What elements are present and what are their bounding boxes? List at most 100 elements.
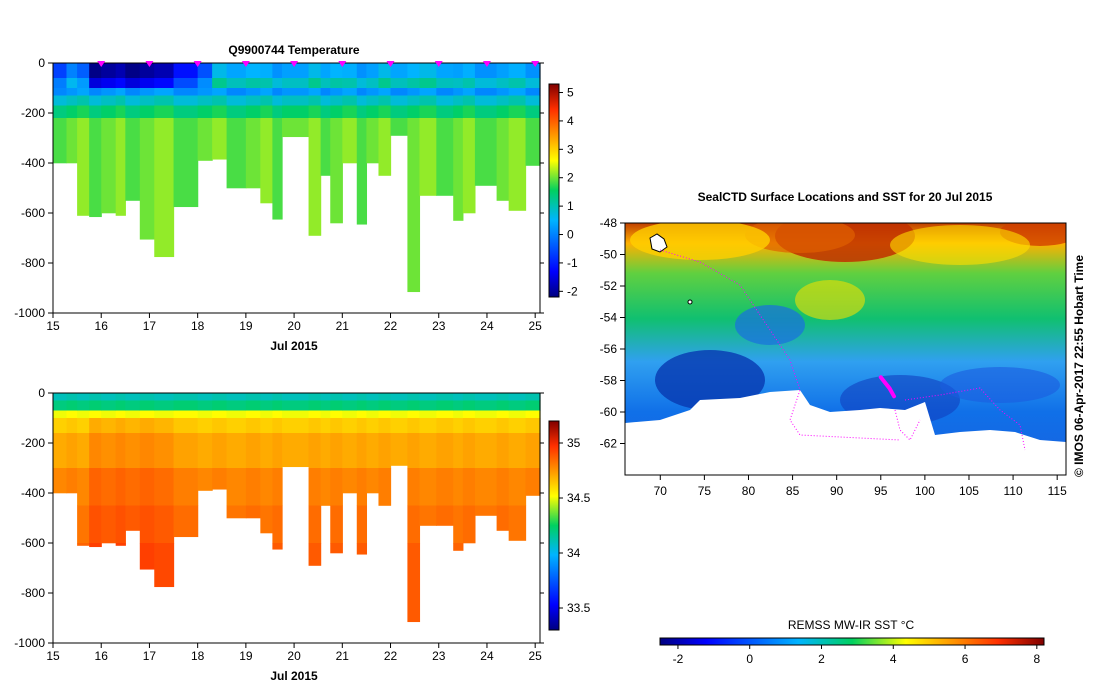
salinity-cell bbox=[53, 400, 68, 411]
temperature-cell bbox=[330, 105, 343, 119]
temperature-cell bbox=[342, 78, 358, 89]
salinity-cell bbox=[407, 505, 421, 544]
temperature-cell bbox=[260, 78, 273, 89]
temperature-cell bbox=[508, 118, 527, 211]
temperature-cell bbox=[330, 63, 343, 79]
temperature-cell bbox=[419, 95, 437, 106]
salinity-cell bbox=[282, 410, 310, 419]
sst-colorbar-tick-label: -2 bbox=[673, 652, 684, 666]
salinity-cell bbox=[378, 418, 392, 434]
temperature-cell bbox=[154, 118, 175, 258]
temperature-cell bbox=[356, 88, 368, 96]
salinity-cell bbox=[212, 393, 228, 401]
profile-marker bbox=[482, 61, 491, 67]
temperature-cell bbox=[53, 88, 68, 96]
y-tick-label: -200 bbox=[21, 106, 45, 120]
temperature-cell bbox=[197, 118, 213, 161]
salinity-cell bbox=[66, 393, 78, 401]
map-y-tick-label: -54 bbox=[600, 311, 618, 325]
warm-eddy-west bbox=[745, 223, 855, 253]
sst-colorbar-tick-label: 4 bbox=[890, 652, 897, 666]
temperature-cell bbox=[101, 105, 117, 119]
salinity-cell bbox=[282, 433, 310, 468]
salinity-cell bbox=[245, 393, 261, 401]
salinity-cell bbox=[356, 505, 368, 544]
salinity-cell bbox=[308, 410, 322, 419]
temperature-cell bbox=[378, 105, 392, 119]
temperature-x-axis: 15 16 17 18 19 20 21 22 23 24 25 bbox=[46, 313, 542, 333]
temperature-cell bbox=[260, 95, 273, 106]
salinity-cell bbox=[330, 543, 343, 554]
temperature-cell bbox=[245, 63, 261, 79]
profile-marker bbox=[531, 61, 540, 67]
x-tick-label: 22 bbox=[384, 649, 398, 663]
temperature-cell bbox=[66, 88, 78, 96]
temperature-cell bbox=[436, 105, 454, 119]
salinity-cell bbox=[260, 433, 273, 469]
y-tick-label: -600 bbox=[21, 536, 45, 550]
salinity-cell bbox=[197, 393, 213, 401]
temperature-cell bbox=[308, 105, 322, 119]
salinity-cell bbox=[407, 410, 421, 419]
colorbar-tick-label: 5 bbox=[567, 86, 574, 100]
salinity-cell bbox=[260, 418, 273, 434]
profile-marker bbox=[97, 61, 106, 67]
salinity-cell bbox=[89, 400, 102, 411]
salinity-cell bbox=[356, 410, 368, 419]
temperature-cell bbox=[212, 63, 228, 79]
temperature-cell bbox=[496, 95, 510, 106]
temperature-cell bbox=[419, 88, 437, 96]
x-tick-label: 16 bbox=[95, 319, 109, 333]
temperature-cell bbox=[173, 95, 199, 106]
salinity-cell bbox=[272, 400, 283, 411]
cold-pool-west bbox=[655, 350, 765, 410]
temperature-cell bbox=[508, 105, 527, 119]
x-tick-label: 18 bbox=[191, 319, 205, 333]
x-tick-label: 22 bbox=[384, 319, 398, 333]
profile-marker bbox=[434, 61, 443, 67]
salinity-cell bbox=[308, 433, 322, 469]
salinity-cell bbox=[390, 400, 409, 411]
salinity-heatmap bbox=[53, 393, 541, 623]
temperature-panel: Q9900744 Temperature 0 -200 -400 -600 -800 -1… bbox=[14, 43, 578, 353]
credit-text: © IMOS 06-Apr-2017 22:55 Hobart Time bbox=[1072, 255, 1086, 477]
salinity-cell bbox=[212, 468, 228, 490]
salinity-cell bbox=[154, 418, 175, 434]
temperature-cell bbox=[308, 88, 322, 96]
salinity-cell bbox=[272, 393, 283, 401]
salinity-cell bbox=[260, 393, 273, 401]
salinity-cell bbox=[115, 393, 126, 401]
temperature-cell bbox=[101, 118, 117, 214]
temperature-cell bbox=[453, 105, 464, 119]
x-tick-label: 20 bbox=[287, 649, 301, 663]
salinity-cell bbox=[77, 505, 90, 544]
colorbar-tick-label: 34 bbox=[567, 546, 581, 560]
salinity-colorbar bbox=[548, 420, 560, 631]
sst-colorbar bbox=[659, 637, 1045, 646]
y-tick-label: 0 bbox=[38, 386, 45, 400]
salinity-cell bbox=[462, 393, 476, 401]
salinity-cell bbox=[419, 433, 437, 469]
salinity-cell bbox=[101, 410, 117, 419]
salinity-cell bbox=[462, 433, 476, 469]
seal-track-2 bbox=[904, 387, 1026, 451]
map-x-tick-label: 105 bbox=[959, 484, 979, 498]
map-y-tick-label: -52 bbox=[600, 279, 618, 293]
temperature-cell bbox=[407, 63, 421, 79]
salinity-cell bbox=[272, 418, 283, 434]
temperature-cell bbox=[77, 63, 90, 79]
temperature-cell bbox=[282, 105, 310, 119]
salinity-cell bbox=[245, 418, 261, 434]
salinity-cell bbox=[508, 393, 527, 401]
salinity-cell bbox=[330, 418, 343, 434]
salinity-cell bbox=[508, 410, 527, 419]
temperature-cell bbox=[260, 63, 273, 79]
temperature-cell bbox=[139, 118, 155, 240]
salinity-cell bbox=[474, 400, 498, 411]
temperature-cell bbox=[101, 63, 117, 79]
salinity-cell bbox=[436, 410, 454, 419]
temperature-cell bbox=[66, 105, 78, 119]
map-y-tick-label: -50 bbox=[600, 248, 618, 262]
temperature-cell bbox=[462, 118, 476, 214]
